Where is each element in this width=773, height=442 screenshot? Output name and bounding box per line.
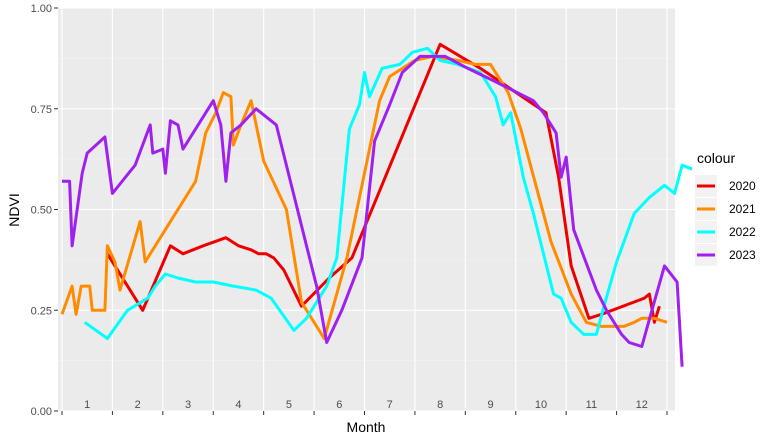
legend-label-2022: 2022 xyxy=(729,225,756,239)
y-tick-label: 0.75 xyxy=(31,104,52,116)
x-tick-label: 11 xyxy=(586,399,597,411)
series-lines xyxy=(60,42,693,367)
x-tick-label: 10 xyxy=(535,399,547,411)
legend-label-2020: 2020 xyxy=(729,179,756,193)
y-tick-label: 0.25 xyxy=(31,305,52,317)
x-tick-label: 9 xyxy=(487,399,493,411)
x-tick-label: 5 xyxy=(286,399,292,411)
grid-major xyxy=(58,7,675,412)
x-tick-label: 2 xyxy=(135,399,141,411)
x-axis-tick-labels: 1 2 3 4 5 6 7 8 9 10 11 12 xyxy=(84,399,648,411)
y-tick-label: 0.50 xyxy=(31,205,52,217)
series-line-2022 xyxy=(83,46,693,340)
y-axis-title: NDVI xyxy=(6,193,22,226)
legend-label-2021: 2021 xyxy=(729,202,756,216)
x-tick-label: 8 xyxy=(437,399,443,411)
legend-title: colour xyxy=(697,150,735,166)
x-tick-label: 4 xyxy=(235,399,241,411)
x-axis-ticks xyxy=(61,411,668,415)
legend: colour 2020 2021 2022 2023 xyxy=(695,150,756,266)
x-tick-label: 6 xyxy=(336,399,342,411)
x-tick-label: 7 xyxy=(387,399,393,411)
series-line-2023 xyxy=(62,54,684,367)
x-tick-label: 12 xyxy=(636,399,648,411)
x-tick-label: 1 xyxy=(84,399,90,411)
x-axis-title: Month xyxy=(347,419,386,435)
y-axis-ticks xyxy=(54,7,58,412)
x-tick-label: 3 xyxy=(185,399,191,411)
y-tick-label: 1.00 xyxy=(31,3,52,15)
legend-label-2023: 2023 xyxy=(729,248,756,262)
series-line-2020 xyxy=(106,42,661,324)
series-line-2021 xyxy=(60,54,668,340)
y-tick-label: 0.00 xyxy=(31,406,52,418)
y-axis-tick-labels: 0.00 0.25 0.50 0.75 1.00 xyxy=(31,3,52,418)
